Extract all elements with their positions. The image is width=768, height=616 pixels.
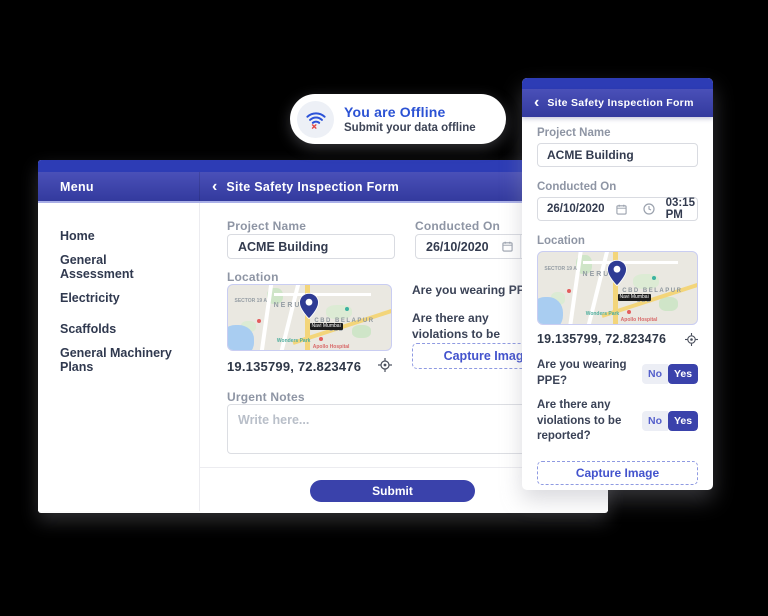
map-hospital-label: Apollo Hospital	[620, 316, 658, 323]
clock-icon[interactable]	[636, 203, 662, 215]
question-violations: Are there any violations to be reported?	[537, 399, 622, 443]
offline-title: You are Offline	[344, 104, 446, 120]
desktop-header-bar: Menu ‹ Site Safety Inspection Form	[38, 172, 608, 203]
map-park-patch	[325, 304, 352, 319]
conducted-on-label: Conducted On	[537, 181, 617, 193]
map-poi-dot	[257, 318, 262, 323]
map-region-label: NERUL	[273, 301, 308, 309]
sidebar-item-general-machinery-plans[interactable]: General Machinery Plans	[60, 345, 172, 374]
map-area-label: CBD BELAPUR	[314, 317, 375, 324]
project-name-field[interactable]: ACME Building	[537, 143, 698, 167]
map-pin-icon	[607, 260, 628, 287]
map-park-patch	[351, 325, 372, 339]
location-map[interactable]: NERUL CBD BELAPUR CBD SECTOR 19 A Wonder…	[537, 251, 698, 325]
map-poi-dot	[652, 276, 657, 281]
toggle-no-option[interactable]: No	[642, 363, 668, 384]
coordinates-text: 19.135799, 72.823476	[537, 332, 667, 346]
date-value[interactable]: 26/10/2020	[426, 239, 489, 254]
mobile-panel: ‹ Site Safety Inspection Form Project Na…	[522, 78, 713, 490]
project-name-field[interactable]: ACME Building	[227, 234, 395, 259]
footer-divider	[200, 467, 608, 468]
mobile-header-bar: ‹ Site Safety Inspection Form	[522, 89, 713, 117]
locate-crosshair-icon[interactable]	[685, 332, 698, 346]
map-hospital-label: Apollo Hospital	[312, 343, 350, 350]
sidebar-item-home[interactable]: Home	[60, 228, 95, 243]
map-road	[566, 252, 584, 324]
map-road	[273, 292, 372, 296]
map-pin-icon	[299, 292, 319, 320]
locate-crosshair-icon[interactable]	[378, 358, 392, 372]
map-road	[582, 260, 678, 264]
calendar-icon[interactable]	[609, 204, 634, 215]
map-sector-label: SECTOR 19 A	[544, 266, 577, 273]
back-chevron-icon[interactable]: ‹	[212, 177, 218, 195]
project-name-label: Project Name	[227, 219, 307, 233]
toggle-no-option[interactable]: No	[642, 411, 668, 432]
desktop-title-strip	[38, 160, 608, 172]
submit-button[interactable]: Submit	[310, 480, 475, 502]
sidebar-item-electricity[interactable]: Electricity	[60, 290, 120, 305]
toggle-yes-option[interactable]: Yes	[668, 363, 698, 384]
sidebar-item-general-assessment[interactable]: General Assessment	[60, 252, 134, 281]
map-park-patch	[658, 296, 678, 312]
project-name-label: Project Name	[537, 127, 611, 139]
violations-toggle[interactable]: No Yes	[642, 411, 698, 432]
map-sector-label: SECTOR 19 A	[234, 298, 268, 304]
map-area-label: CBD BELAPUR	[622, 288, 683, 294]
form-title: Site Safety Inspection Form	[226, 179, 400, 194]
toggle-yes-option[interactable]: Yes	[668, 411, 698, 432]
map-road-yellow	[612, 252, 618, 324]
map-subarea-label: CBD	[636, 298, 652, 305]
sidebar-item-scaffolds[interactable]: Scaffolds	[60, 321, 117, 336]
map-park-label: Wonders Park	[276, 338, 311, 345]
offline-subtitle: Submit your data offline	[344, 122, 476, 134]
map-pin-label: Navi Mumbai	[309, 322, 343, 330]
map-road-yellow	[304, 285, 310, 350]
desktop-window: Menu ‹ Site Safety Inspection Form Home …	[38, 160, 608, 513]
map-park-label: Wonders Park	[585, 311, 620, 318]
field-separator	[519, 235, 521, 258]
question-ppe: Are you wearing PPE?	[412, 283, 541, 297]
mobile-form-title: Site Safety Inspection Form	[547, 97, 694, 109]
offline-banner: You are Offline Submit your data offline	[290, 94, 506, 144]
question-ppe: Are you wearing PPE?	[537, 359, 627, 387]
urgent-notes-textarea[interactable]	[227, 404, 562, 454]
location-label: Location	[537, 235, 585, 247]
map-road	[257, 285, 274, 350]
coordinates-text: 19.135799, 72.823476	[227, 359, 362, 374]
time-value[interactable]: 03:15 PM	[665, 197, 695, 221]
date-value[interactable]: 26/10/2020	[547, 203, 605, 215]
map-poi-dot	[566, 289, 571, 294]
conducted-on-field[interactable]: 26/10/2020 03:15 PM	[537, 197, 698, 221]
map-water	[228, 325, 255, 350]
capture-image-button[interactable]: Capture Image	[537, 460, 698, 485]
form-header: ‹ Site Safety Inspection Form	[200, 172, 608, 201]
conducted-on-label: Conducted On	[415, 219, 501, 233]
wifi-offline-icon	[297, 100, 334, 138]
mobile-title-strip	[522, 78, 713, 89]
map-region-label: NERUL	[582, 270, 617, 278]
sidebar-header: Menu	[38, 172, 200, 201]
ppe-toggle[interactable]: No Yes	[642, 363, 698, 384]
urgent-notes-label: Urgent Notes	[227, 390, 305, 404]
location-map[interactable]: NERUL CBD BELAPUR CBD SECTOR 19 A Wonder…	[227, 284, 392, 351]
back-chevron-icon[interactable]: ‹	[534, 94, 540, 111]
menu-title: Menu	[60, 179, 94, 194]
map-pin-label: Navi Mumbai	[617, 293, 651, 301]
calendar-icon[interactable]	[495, 241, 520, 252]
location-label: Location	[227, 270, 279, 284]
map-poi-dot	[319, 337, 324, 341]
map-poi-dot	[627, 309, 632, 314]
sidebar: Home General Assessment Electricity Scaf…	[38, 203, 200, 511]
map-park-patch	[241, 320, 256, 333]
map-poi-dot	[345, 307, 350, 312]
